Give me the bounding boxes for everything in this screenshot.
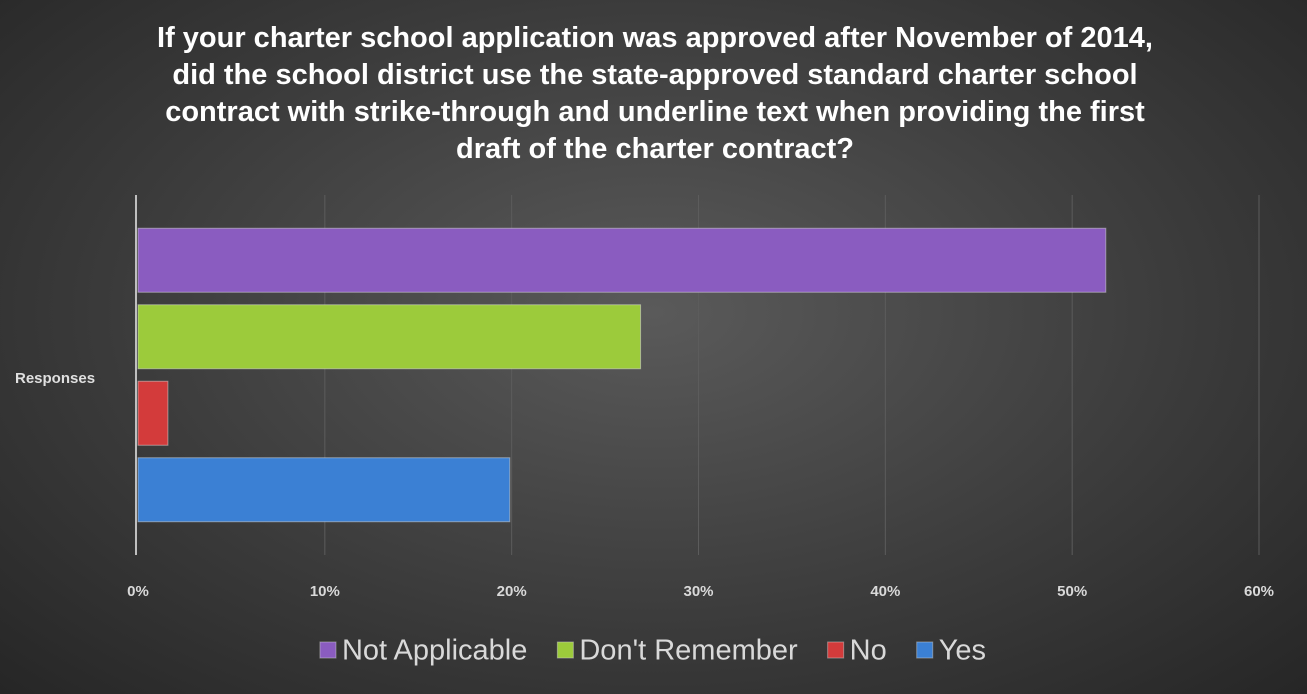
x-tick-label: 30% <box>683 583 713 600</box>
bar <box>137 227 1107 293</box>
legend: Not Applicable Don't Remember No Yes <box>319 635 986 667</box>
legend-marker <box>827 641 845 659</box>
x-tick-label: 20% <box>497 583 527 600</box>
chart-title: If your charter school application was a… <box>157 22 1153 165</box>
bar <box>137 380 169 446</box>
x-tick-label: 10% <box>310 583 340 600</box>
legend-label: No <box>850 635 887 667</box>
legend-marker <box>319 641 337 659</box>
x-tick-label: 40% <box>870 583 900 600</box>
legend-marker <box>556 641 574 659</box>
bar <box>137 304 642 370</box>
legend-label: Not Applicable <box>342 635 527 667</box>
legend-label: Yes <box>939 635 986 667</box>
x-tick-label: 50% <box>1057 583 1087 600</box>
y-tick-label: Responses <box>15 370 95 387</box>
x-tick-label: 60% <box>1244 583 1274 600</box>
legend-label: Don't Remember <box>579 635 798 667</box>
x-tick-label: 0% <box>127 583 149 600</box>
legend-marker <box>916 641 934 659</box>
bar <box>137 457 511 523</box>
